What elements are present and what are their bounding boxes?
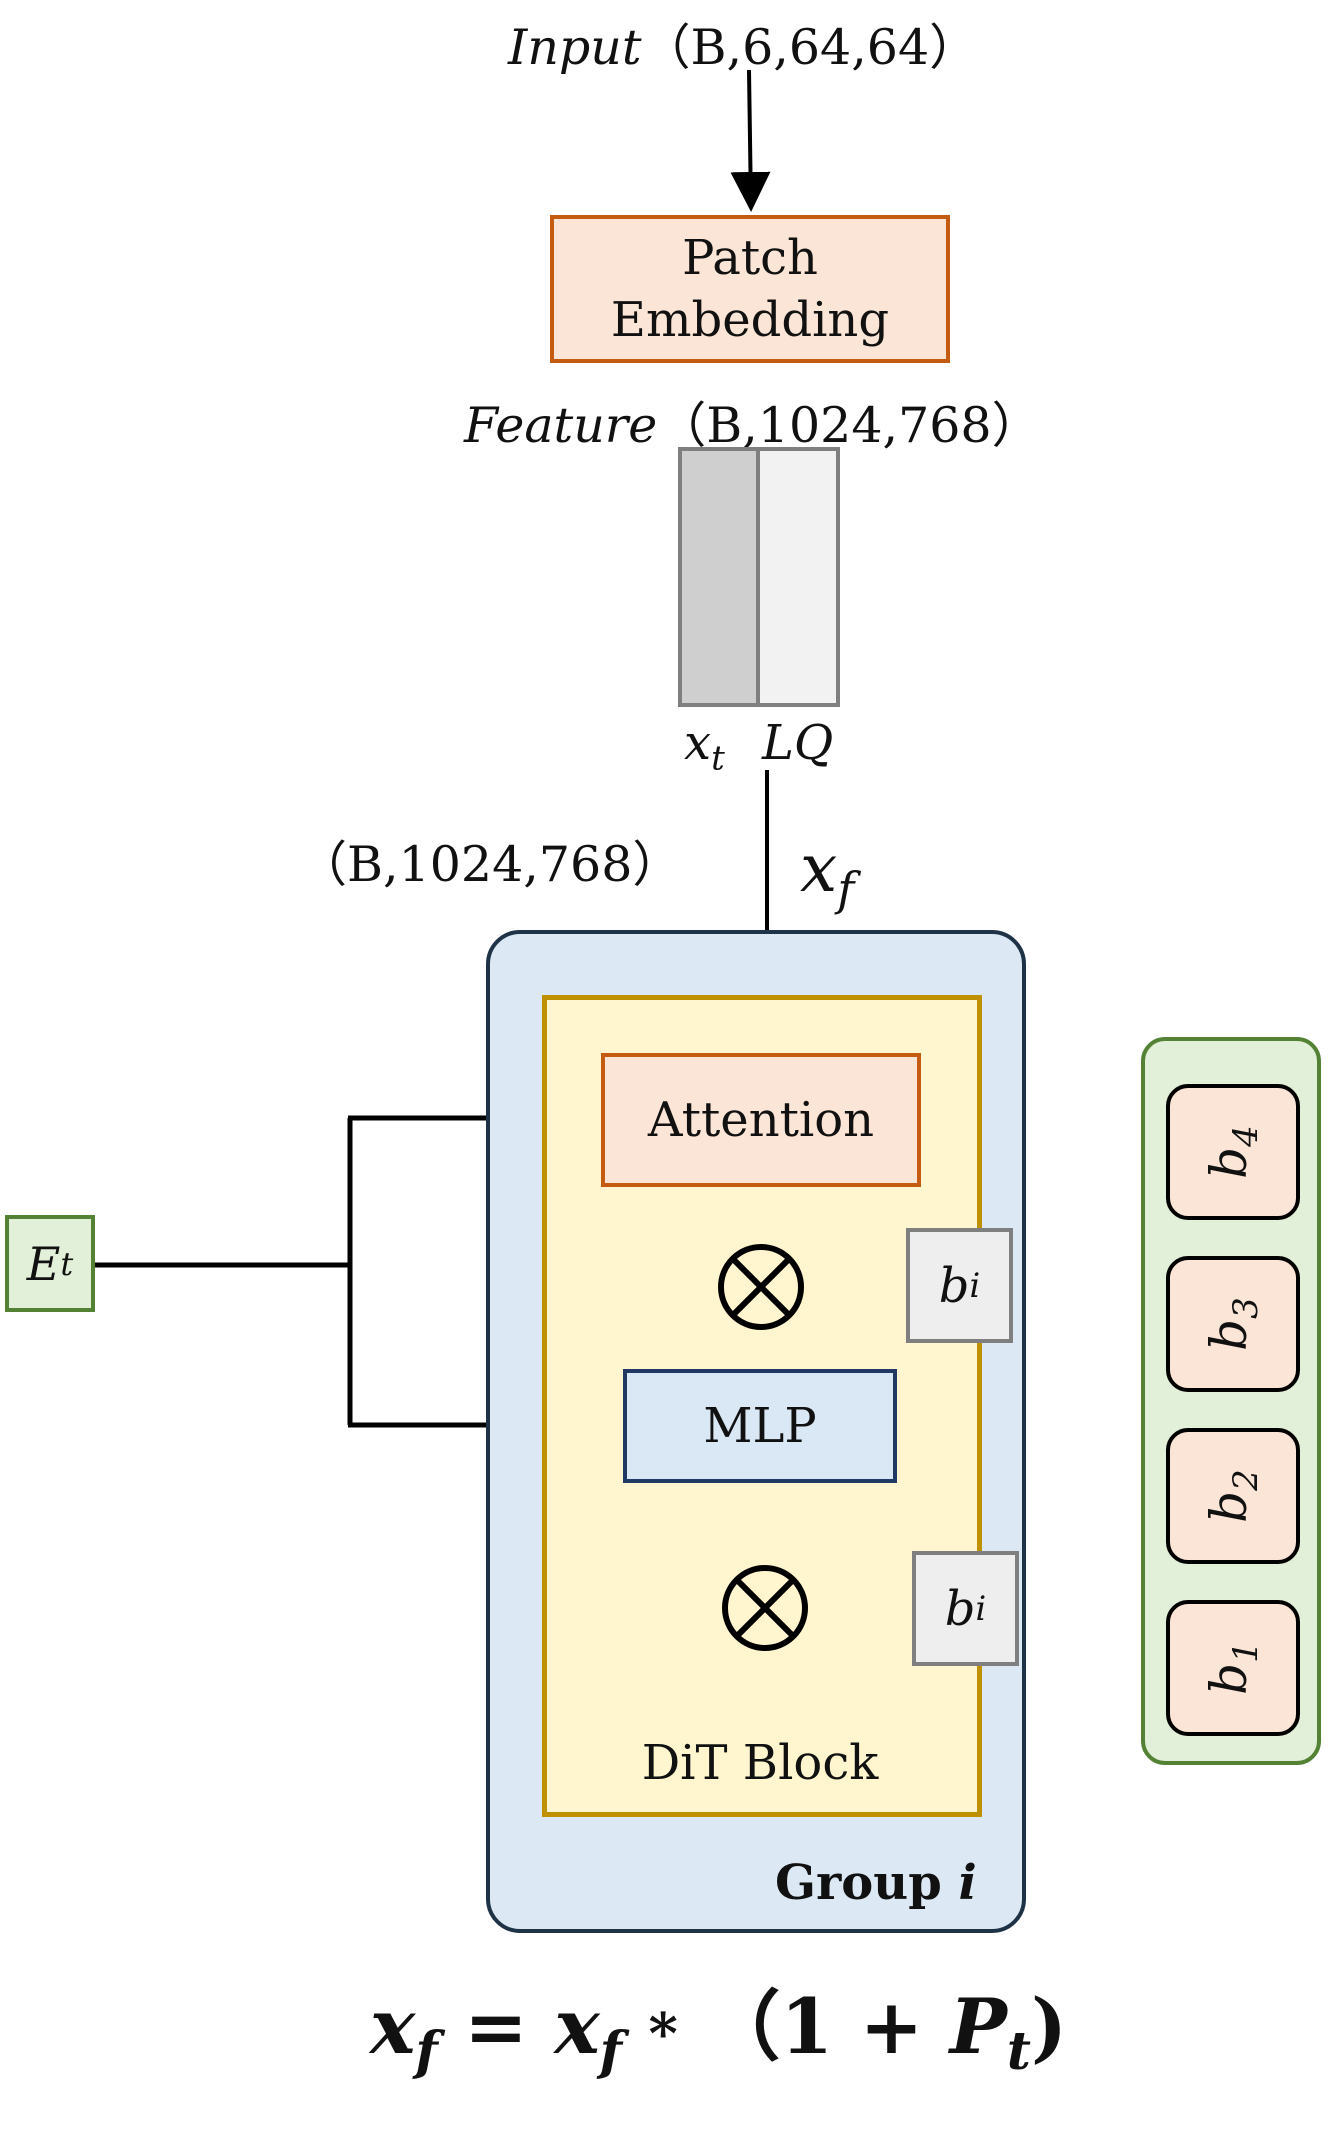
feature-xt-label: xt <box>684 715 725 779</box>
formula-rhs-sub: f <box>599 2021 622 2083</box>
feature-lq-label: LQ <box>762 715 834 771</box>
bias-stack-item-b1: b1 <box>1166 1600 1300 1736</box>
attention-box: Attention <box>601 1053 921 1187</box>
b2-base: b <box>1200 1490 1258 1523</box>
xf-label: xf <box>800 830 854 916</box>
formula: xf = xf * （1 + Pt) <box>370 1965 1067 2082</box>
formula-one: 1 <box>780 1982 834 2071</box>
side-shape-label: （B,1024,768） <box>298 836 682 893</box>
multiply-icon <box>718 1244 804 1330</box>
feature-label-name: Feature <box>464 397 658 454</box>
group-label-index: i <box>958 1855 977 1911</box>
feature-xt-sub: t <box>711 738 725 779</box>
input-label-name: Input <box>508 19 642 76</box>
patch-embedding-box: Patch Embedding <box>550 215 950 363</box>
bias-sub: i <box>969 1265 981 1306</box>
bias-stack-item-b4: b4 <box>1166 1084 1300 1220</box>
feature-bar-lq <box>756 447 840 707</box>
feature-label-shape: （B,1024,768） <box>657 397 1041 454</box>
b3-sub: 3 <box>1226 1297 1266 1319</box>
et-base: E <box>26 1236 61 1291</box>
formula-plus: + <box>859 1982 924 2071</box>
input-label-shape: （B,6,64,64） <box>641 19 979 76</box>
patch-embedding-line2: Embedding <box>610 292 890 348</box>
formula-paren-close: ) <box>1030 1982 1067 2071</box>
b3-base: b <box>1200 1318 1258 1351</box>
bias-stack-item-b2: b2 <box>1166 1428 1300 1564</box>
formula-eq: = <box>464 1982 528 2071</box>
xf-base: x <box>800 830 838 907</box>
et-sub: t <box>60 1244 74 1283</box>
b1-sub: 1 <box>1226 1641 1266 1663</box>
group-label-prefix: Group <box>775 1855 959 1911</box>
formula-p-sub: t <box>1006 2021 1031 2083</box>
bias-stack-item-b3: b3 <box>1166 1256 1300 1392</box>
formula-lhs-sub: f <box>415 2021 438 2083</box>
bias-base: b <box>944 1580 976 1637</box>
formula-paren-open: （ <box>704 1982 781 2071</box>
formula-times: * <box>648 2001 678 2067</box>
bias-base: b <box>938 1257 970 1314</box>
patch-embedding-line1: Patch <box>682 230 818 286</box>
formula-p-base: P <box>949 1982 1007 2071</box>
b4-sub: 4 <box>1226 1125 1266 1147</box>
bias-sub: i <box>975 1588 987 1629</box>
input-label: Input（B,6,64,64） <box>508 8 978 79</box>
mlp-box: MLP <box>623 1369 897 1483</box>
feature-label: Feature（B,1024,768） <box>464 386 1041 457</box>
group-label: Group i <box>775 1855 977 1911</box>
formula-rhs-base: x <box>554 1982 600 2071</box>
feature-bar-xt <box>678 447 760 707</box>
feature-xt-base: x <box>684 715 712 771</box>
b4-base: b <box>1200 1146 1258 1179</box>
b1-base: b <box>1200 1662 1258 1695</box>
multiply-icon <box>722 1565 808 1651</box>
arrow-input-to-patch <box>730 69 771 212</box>
xf-sub: f <box>837 862 855 917</box>
dit-block-label: DiT Block <box>641 1735 879 1791</box>
formula-lhs-base: x <box>370 1982 416 2071</box>
b2-sub: 2 <box>1226 1469 1266 1491</box>
